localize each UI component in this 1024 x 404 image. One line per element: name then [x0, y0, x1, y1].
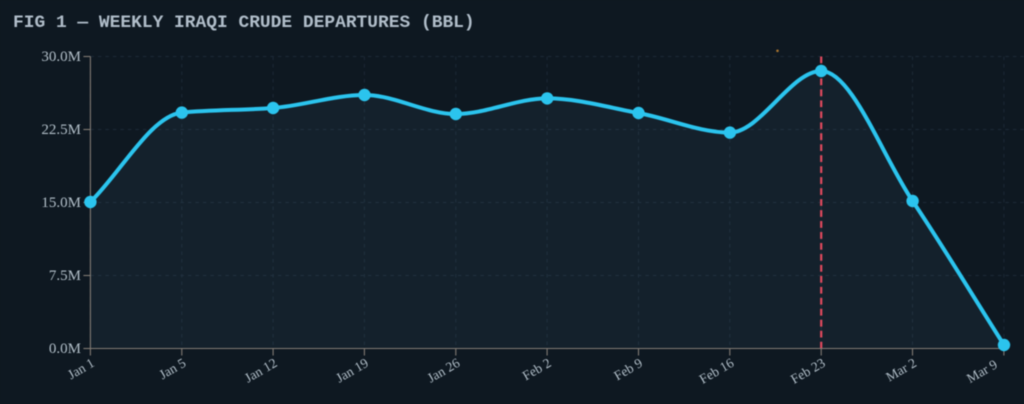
- svg-text:22.5M: 22.5M: [41, 122, 81, 138]
- svg-text:30.0M: 30.0M: [41, 49, 81, 65]
- svg-text:0.0M: 0.0M: [49, 341, 81, 357]
- svg-text:FIG 1 — WEEKLY IRAQI CRUDE DEP: FIG 1 — WEEKLY IRAQI CRUDE DEPARTURES (B…: [13, 13, 475, 33]
- svg-text:7.5M: 7.5M: [49, 268, 81, 284]
- svg-text:15.0M: 15.0M: [41, 195, 81, 211]
